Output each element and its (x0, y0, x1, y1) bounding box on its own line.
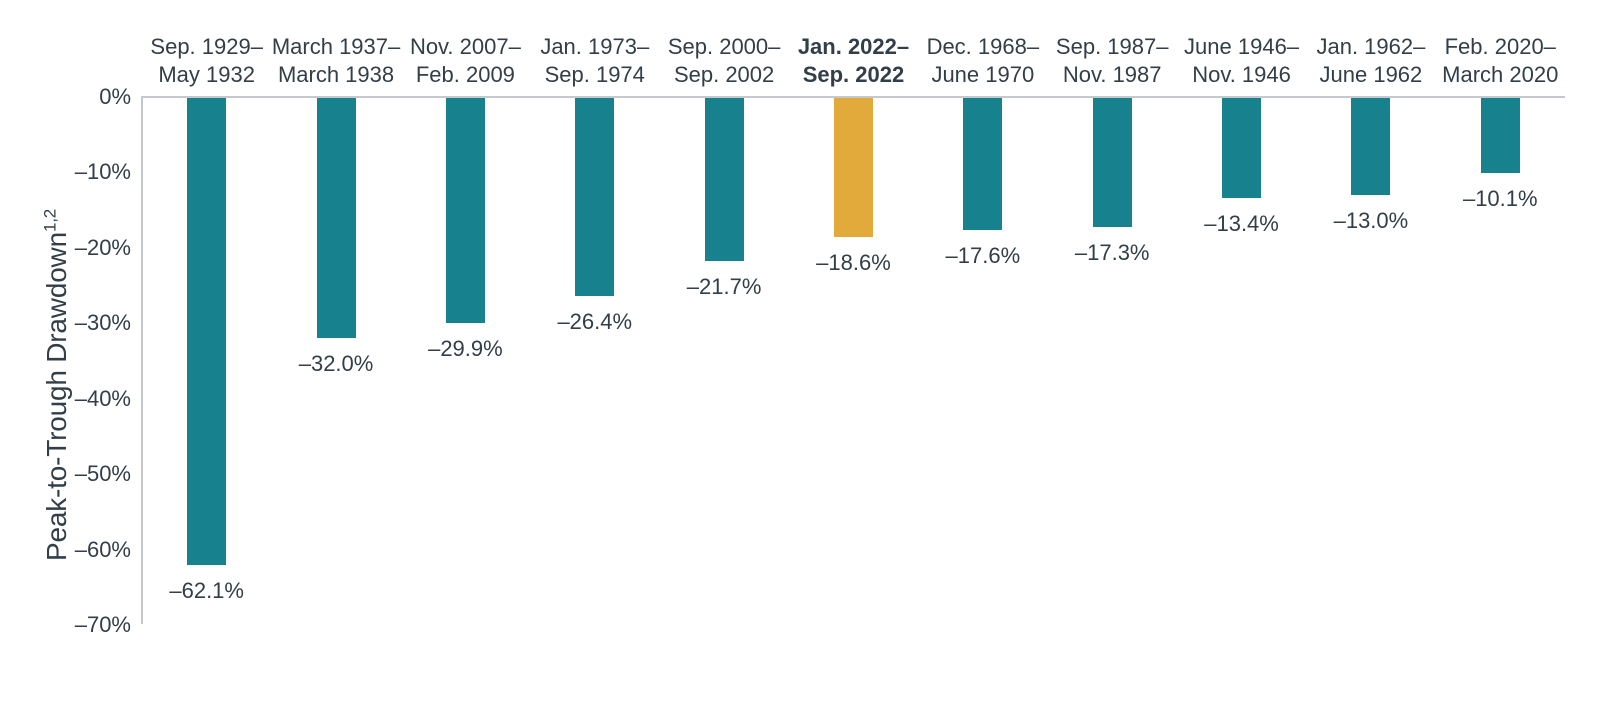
y-axis-ticks: 0% –10% –20% –30% –40% –50% –60% –70% (0, 85, 131, 637)
category-label: March 1937– March 1938 (272, 32, 400, 97)
category-label: Jan. 1962– June 1962 (1316, 32, 1425, 97)
category-label: Jan. 2022– Sep. 2022 (798, 32, 909, 97)
plot-area: Sep. 1929– May 1932 –62.1% March 1937– March… (142, 32, 1565, 604)
category-label: Dec. 1968– June 1970 (927, 32, 1040, 97)
bar-column: Jan. 1962– June 1962 –13.0% (1306, 32, 1435, 604)
bar-column: Sep. 1929– May 1932 –62.1% (142, 32, 271, 604)
category-label-line: Jan. 1973– (540, 34, 650, 59)
bar-column: June 1946– Nov. 1946 –13.4% (1177, 32, 1306, 604)
bar-value-label: –32.0% (298, 351, 374, 377)
y-tick-label: –10% (74, 159, 131, 185)
y-axis-line (141, 96, 143, 624)
bar-column: March 1937– March 1938 –32.0% (271, 32, 400, 604)
bar-value-label: –17.6% (945, 242, 1021, 268)
bar-column: Sep. 1987– Nov. 1987 –17.3% (1048, 32, 1177, 604)
category-label: Nov. 2007– Feb. 2009 (410, 32, 521, 97)
bar-value-label: –13.4% (1204, 211, 1279, 237)
bar-column: Dec. 1968– June 1970 –17.6% (918, 32, 1047, 604)
category-label: Sep. 2000– Sep. 2002 (668, 32, 781, 97)
zero-baseline (141, 96, 1565, 98)
category-label-line: June 1962 (1319, 62, 1423, 87)
bar (1480, 97, 1520, 174)
category-label-line: Nov. 1987 (1062, 62, 1162, 87)
category-label-line: Nov. 2007– (409, 34, 521, 59)
category-label-line: Sep. 2002 (673, 62, 775, 87)
bar-column: Feb. 2020– March 2020 –10.1% (1436, 32, 1565, 604)
category-label-line: Sep. 1987– (1055, 34, 1169, 59)
category-label-line: June 1970 (931, 62, 1035, 87)
category-label-line: Sep. 2022 (802, 62, 905, 87)
category-label-line: June 1946– (1184, 34, 1300, 59)
category-label-line: Feb. 2020– (1444, 34, 1556, 59)
category-label-line: Sep. 1929– (150, 34, 263, 59)
bar-value-label: –26.4% (557, 309, 633, 335)
y-tick-label: –60% (74, 536, 131, 562)
category-label: Sep. 1929– May 1932 (150, 32, 263, 97)
bar (445, 97, 485, 323)
category-label-line: Jan. 2022– (797, 34, 910, 59)
bar-value-label: –29.9% (428, 335, 503, 361)
bar (704, 97, 744, 261)
category-label: Sep. 1987– Nov. 1987 (1056, 32, 1169, 97)
y-tick-label: –40% (74, 385, 131, 411)
bar-value-label: –21.7% (686, 273, 762, 299)
category-label: Feb. 2020– March 2020 (1442, 32, 1558, 97)
bar-column: Sep. 2000– Sep. 2002 –21.7% (659, 32, 788, 604)
category-label-line: Jan. 1962– (1316, 34, 1426, 59)
y-tick-label: –20% (74, 234, 131, 260)
bar (1351, 97, 1391, 196)
category-label-line: March 2020 (1442, 62, 1559, 87)
category-label-line: Sep. 1974 (544, 62, 645, 87)
category-label-line: Feb. 2009 (415, 62, 515, 87)
bar-value-label: –10.1% (1462, 186, 1538, 212)
category-label-line: March 1937– (271, 34, 401, 59)
category-label: June 1946– Nov. 1946 (1184, 32, 1299, 97)
bar-column: Jan. 2022– Sep. 2022 –18.6% (789, 32, 918, 604)
category-label-line: Sep. 2000– (667, 34, 781, 59)
y-tick-label: –70% (74, 612, 131, 637)
bar (575, 97, 615, 297)
bar (963, 97, 1003, 230)
category-label-line: May 1932 (158, 62, 255, 87)
bar-value-label: –62.1% (169, 578, 244, 604)
bar-column: Nov. 2007– Feb. 2009 –29.9% (401, 32, 530, 604)
y-tick-label: 0% (99, 84, 131, 109)
y-tick-label: –30% (74, 310, 131, 336)
bar (1222, 97, 1262, 199)
bar (833, 97, 873, 238)
category-label-line: Nov. 1946 (1192, 62, 1291, 87)
category-label-line: Dec. 1968– (926, 34, 1040, 59)
bar (1092, 97, 1132, 228)
bar-value-label: –13.0% (1333, 208, 1409, 234)
bar-value-label: –17.3% (1074, 240, 1150, 266)
bar-column: Jan. 1973– Sep. 1974 –26.4% (530, 32, 659, 604)
category-label: Jan. 1973– Sep. 1974 (540, 32, 649, 97)
bar (316, 97, 356, 339)
bar-value-label: –18.6% (816, 250, 891, 276)
category-label-line: March 1938 (277, 62, 395, 87)
bar (187, 97, 227, 566)
y-tick-label: –50% (74, 461, 131, 487)
